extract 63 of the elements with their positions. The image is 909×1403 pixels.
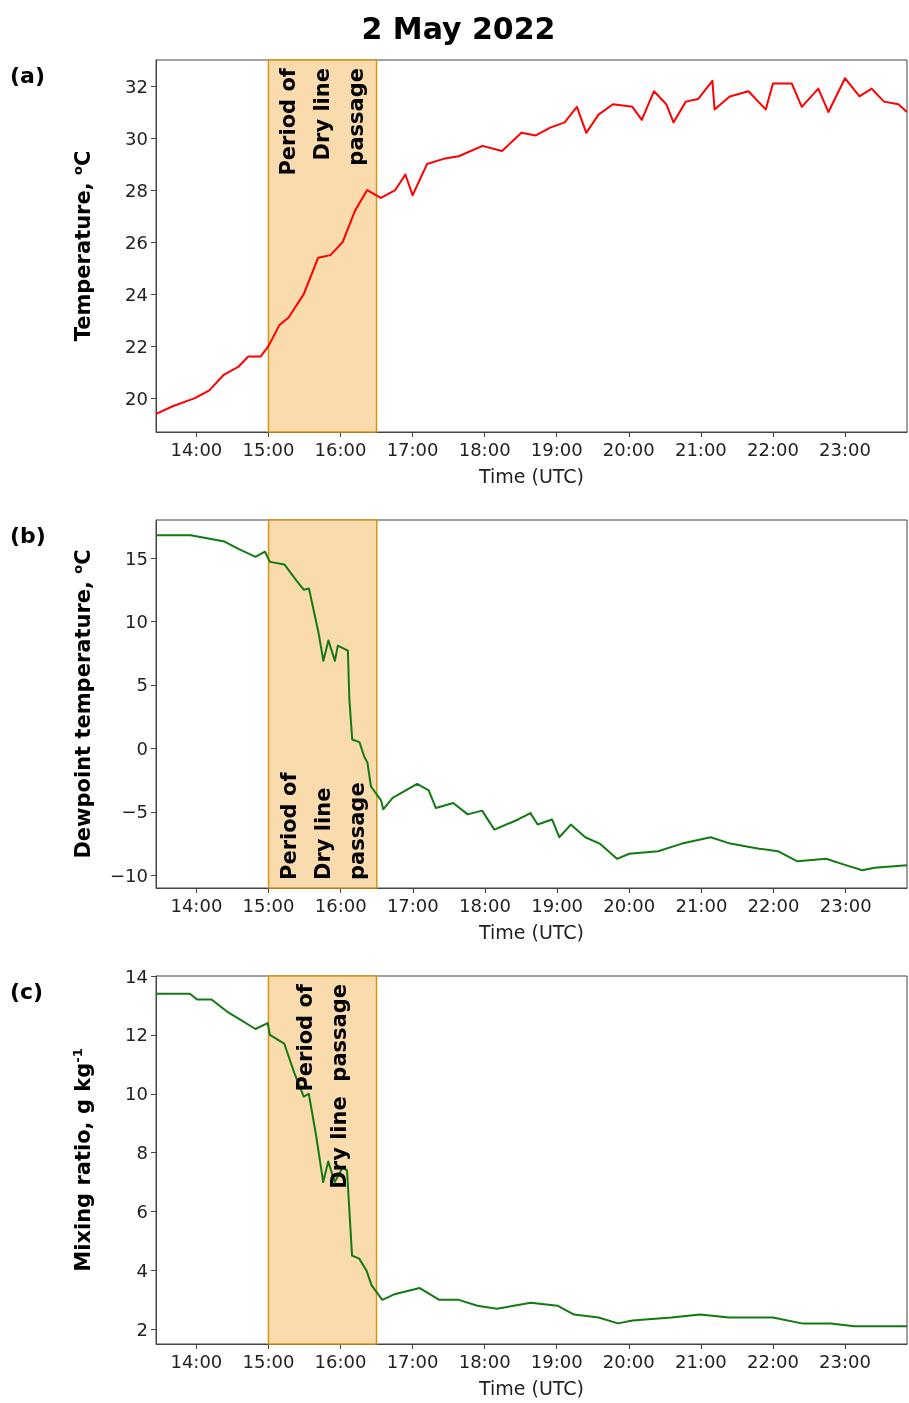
y-tick-label: 10 bbox=[125, 611, 148, 633]
y-tick-label: 14 bbox=[125, 965, 148, 987]
x-tick-label: 22:00 bbox=[747, 438, 799, 460]
x-tick-label: 15:00 bbox=[242, 1350, 295, 1372]
x-tick-label: 23:00 bbox=[819, 894, 872, 916]
x-tick-label: 20:00 bbox=[602, 1350, 655, 1372]
x-tick-label: 19:00 bbox=[530, 1350, 583, 1372]
y-tick-label: 2 bbox=[136, 1318, 148, 1340]
x-tick-label: 16:00 bbox=[314, 438, 367, 460]
x-tick-label: 17:00 bbox=[386, 438, 439, 460]
x-tick-label: 15:00 bbox=[242, 894, 295, 916]
y-axis-title: Temperature, oC bbox=[70, 150, 95, 342]
y-tick-label: 0 bbox=[136, 737, 148, 759]
x-tick-label: 18:00 bbox=[458, 438, 511, 460]
y-tick-label: 5 bbox=[136, 674, 148, 696]
x-axis-title: Time (UTC) bbox=[477, 1376, 585, 1399]
y-axis-title: Mixing ratio, g kg-1 bbox=[70, 1048, 95, 1272]
x-tick-label: 18:00 bbox=[459, 894, 511, 916]
x-tick-label: 17:00 bbox=[386, 894, 439, 916]
y-tick-label: 12 bbox=[125, 1024, 148, 1046]
x-tick-label: 23:00 bbox=[819, 438, 871, 460]
y-tick-label: 22 bbox=[125, 335, 148, 357]
y-tick-label: 28 bbox=[125, 179, 148, 201]
x-tick-label: 22:00 bbox=[747, 894, 800, 916]
x-tick-label: 17:00 bbox=[386, 1350, 439, 1372]
x-tick-label: 20:00 bbox=[602, 438, 655, 460]
y-tick-label: 4 bbox=[136, 1259, 148, 1281]
x-axis-title: Time (UTC) bbox=[477, 920, 585, 943]
x-tick-label: 14:00 bbox=[170, 438, 223, 460]
x-tick-label: 21:00 bbox=[674, 1350, 727, 1372]
y-tick-label: 26 bbox=[125, 231, 148, 253]
x-tick-label: 14:00 bbox=[170, 1350, 223, 1372]
y-tick-label: −5 bbox=[121, 801, 148, 823]
band-label: Period of Dry line passage bbox=[276, 771, 369, 880]
band-label: Period of Dry line passage bbox=[276, 67, 369, 176]
x-tick-label: 23:00 bbox=[819, 1350, 871, 1372]
x-tick-label: 20:00 bbox=[603, 894, 656, 916]
y-axis-title: Dewpoint temperature, oC bbox=[70, 549, 95, 859]
y-tick-label: 20 bbox=[125, 387, 148, 409]
x-tick-label: 16:00 bbox=[314, 1350, 367, 1372]
y-tick-label: 8 bbox=[136, 1142, 148, 1164]
y-tick-label: 30 bbox=[125, 127, 148, 149]
x-tick-label: 22:00 bbox=[747, 1350, 799, 1372]
y-tick-label: −10 bbox=[110, 864, 148, 886]
chart-title: 2 May 2022 bbox=[361, 10, 556, 46]
x-tick-label: 16:00 bbox=[314, 894, 367, 916]
y-tick-label: 32 bbox=[125, 75, 148, 97]
x-tick-label: 18:00 bbox=[458, 1350, 511, 1372]
x-tick-label: 19:00 bbox=[530, 438, 583, 460]
y-tick-label: 24 bbox=[125, 283, 148, 305]
text: (a) bbox=[10, 62, 45, 88]
y-tick-label: 6 bbox=[136, 1201, 148, 1223]
x-tick-label: 19:00 bbox=[531, 894, 584, 916]
x-tick-label: 14:00 bbox=[170, 894, 223, 916]
y-tick-label: 15 bbox=[125, 547, 148, 569]
x-tick-label: 21:00 bbox=[675, 894, 728, 916]
text: (b) bbox=[10, 522, 46, 548]
x-axis-title: Time (UTC) bbox=[477, 464, 585, 487]
band-label: Period of Dry line passage bbox=[293, 983, 352, 1189]
x-tick-label: 21:00 bbox=[674, 438, 727, 460]
x-tick-label: 15:00 bbox=[242, 438, 295, 460]
y-tick-label: 10 bbox=[125, 1083, 148, 1105]
text: (c) bbox=[10, 978, 44, 1004]
